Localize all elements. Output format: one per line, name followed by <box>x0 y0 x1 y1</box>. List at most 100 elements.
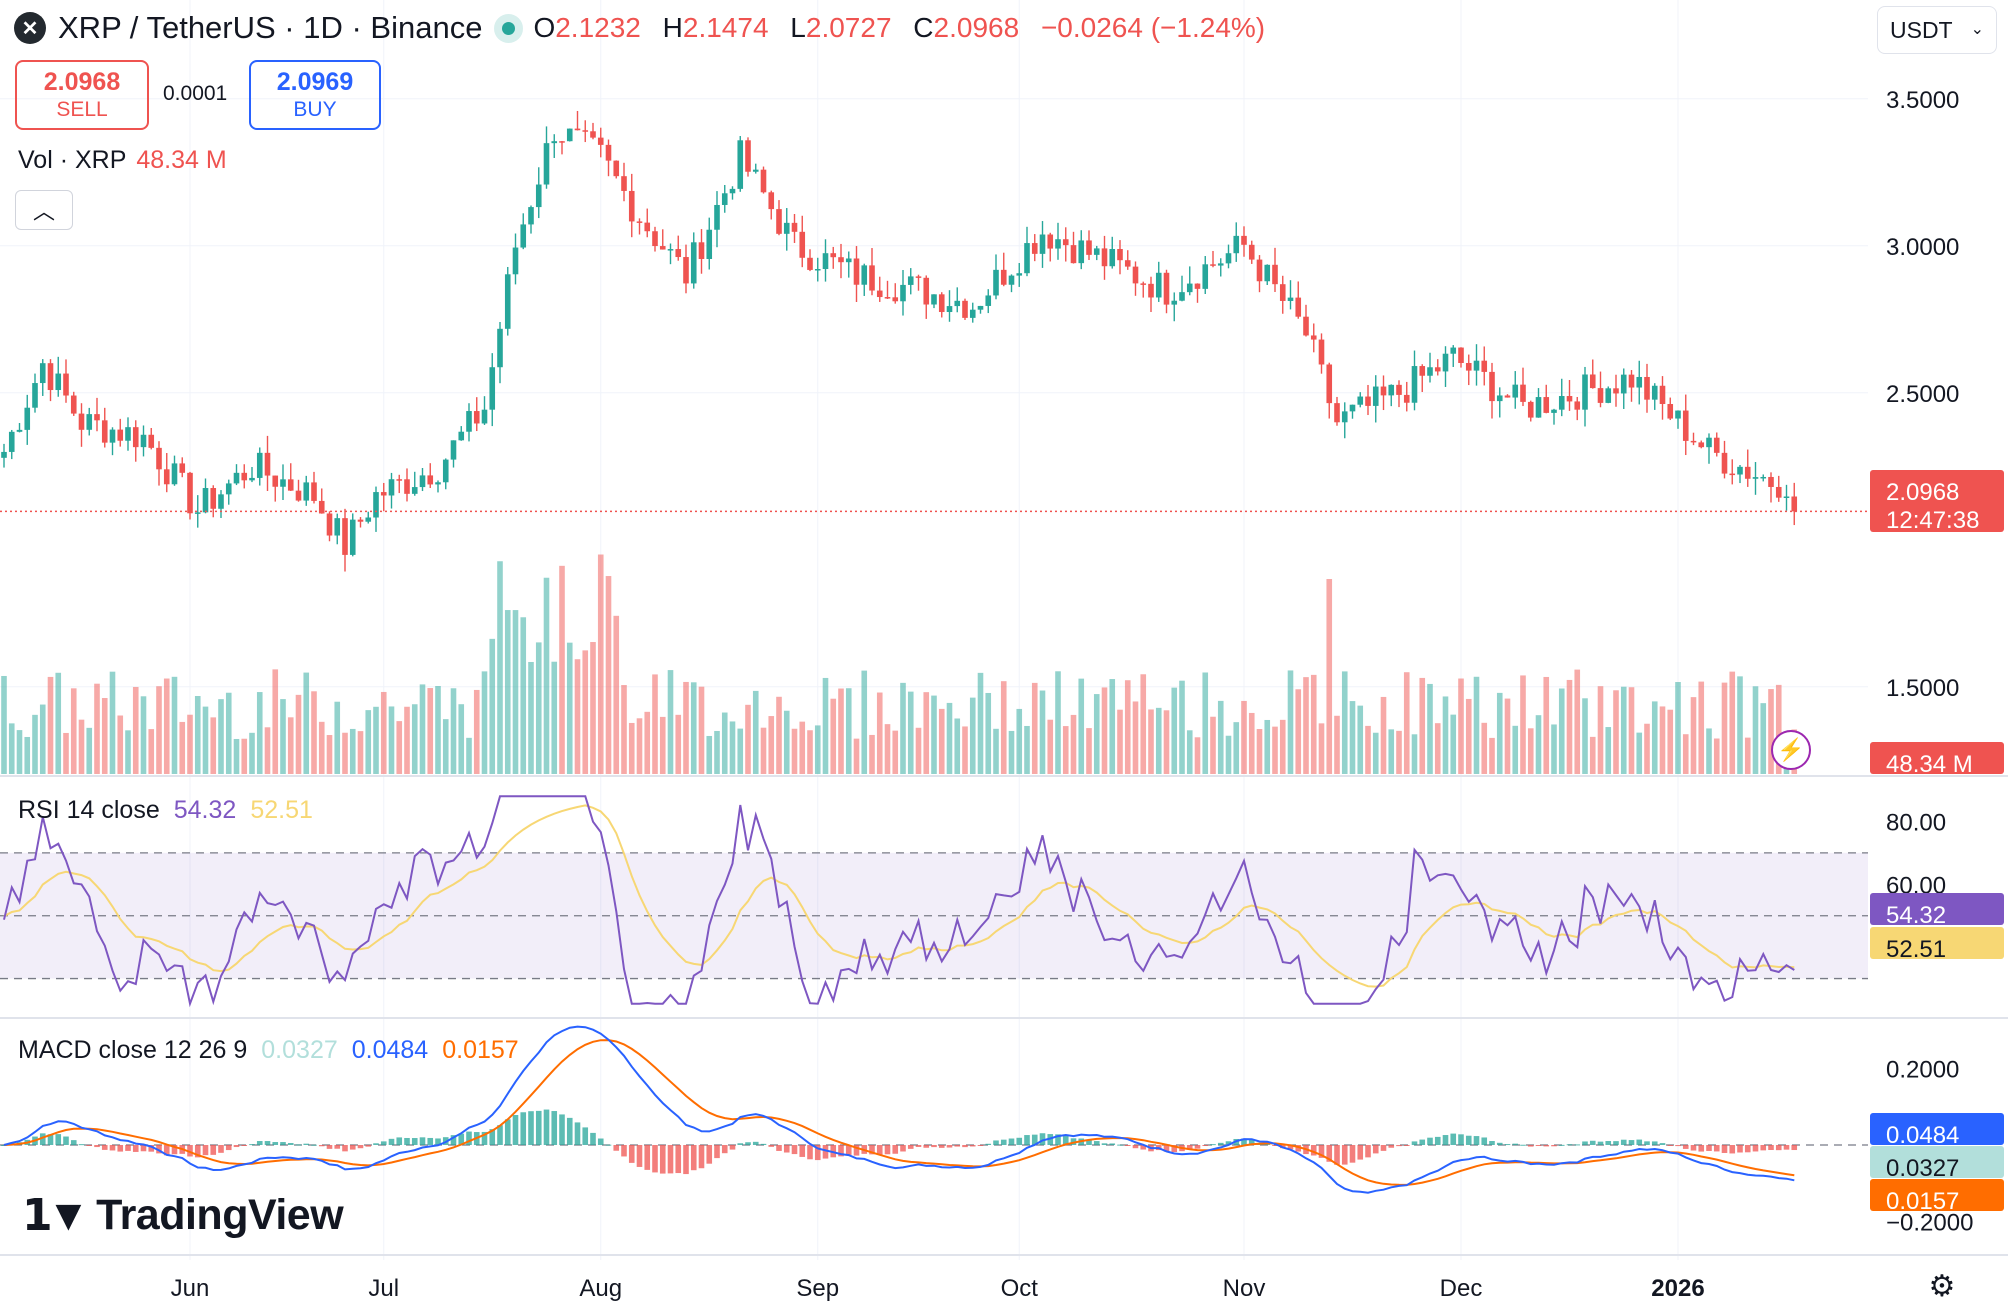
spread-value: 0.0001 <box>163 82 228 105</box>
macd-histogram-bar <box>1543 1145 1550 1147</box>
macd-histogram-bar <box>1287 1145 1294 1150</box>
gear-icon[interactable]: ⚙ <box>1928 1269 1956 1303</box>
candle-body <box>1372 386 1379 406</box>
macd-histogram-bar <box>1210 1144 1216 1146</box>
macd-histogram-bar <box>1341 1145 1348 1165</box>
lightning-icon[interactable]: ⚡ <box>1771 730 1811 770</box>
volume-bar <box>357 731 364 774</box>
candle-body <box>1380 386 1387 396</box>
candle-body <box>559 141 565 143</box>
macd-histogram-bar <box>132 1145 139 1152</box>
volume-bar <box>1535 715 1542 774</box>
candle-body <box>24 407 31 430</box>
volume-bar <box>1651 701 1658 774</box>
rsi-pane <box>0 795 1868 1008</box>
macd-histogram-bar <box>1310 1145 1317 1156</box>
macd-histogram-bar <box>1589 1140 1596 1145</box>
macd-histogram-bar <box>458 1133 465 1145</box>
volume-bar <box>1551 724 1557 774</box>
macd-histogram-bar <box>218 1145 224 1153</box>
volume-bar <box>334 701 341 774</box>
candle-body <box>613 160 620 177</box>
volume-bar <box>365 710 372 774</box>
sell-label: SELL <box>56 98 108 121</box>
macd-legend[interactable]: MACD close 12 26 9 0.0327 0.0484 0.0157 <box>18 1036 519 1065</box>
time-tick-label: Jun <box>171 1275 210 1302</box>
candle-body <box>1752 477 1759 479</box>
candle-body <box>326 513 333 536</box>
macd-histogram-bar <box>636 1145 643 1167</box>
macd-histogram-bar <box>210 1145 217 1155</box>
macd-histogram-bar <box>954 1145 961 1147</box>
macd-histogram-bar <box>1613 1141 1619 1145</box>
candle-body <box>1535 397 1542 418</box>
volume-bar <box>342 732 348 774</box>
candle-body <box>931 294 937 305</box>
candle-body <box>861 265 868 285</box>
buy-button[interactable]: 2.0969 BUY <box>249 60 381 130</box>
macd-histogram-bar <box>1450 1133 1457 1145</box>
candle-body <box>55 373 62 391</box>
volume-bar <box>814 725 821 774</box>
macd-histogram-bar <box>326 1145 333 1149</box>
currency-select[interactable]: USDT ⌄ <box>1877 6 1997 54</box>
candle-body <box>1620 374 1627 394</box>
volume-bar <box>559 565 565 774</box>
candle-body <box>1303 316 1309 336</box>
time-tick-label: 2026 <box>1651 1275 1704 1302</box>
volume-bar <box>318 721 325 774</box>
volume-bar <box>574 659 581 774</box>
macd-tick-label: 0.2000 <box>1886 1056 1959 1083</box>
macd-histogram-bar <box>280 1142 286 1145</box>
candle-body <box>1566 396 1573 402</box>
candle-body <box>8 431 15 452</box>
volume-legend[interactable]: Vol · XRP 48.34 M <box>18 146 227 175</box>
macd-histogram-bar <box>156 1145 162 1154</box>
collapse-legend-button[interactable]: ︿ <box>15 190 73 230</box>
candle-body <box>1574 401 1581 410</box>
candle-body <box>1427 367 1433 376</box>
candle-body <box>1365 396 1371 406</box>
rsi-tick-label: 80.00 <box>1886 809 1946 836</box>
symbol-title[interactable]: XRP / TetherUS · 1D · Binance <box>58 10 483 45</box>
candle-body <box>272 475 279 487</box>
macd-histogram-bar <box>590 1132 596 1145</box>
volume-bar <box>1171 687 1178 774</box>
candle-body <box>667 249 674 251</box>
candle-body <box>117 429 124 441</box>
volume-bar <box>845 688 852 774</box>
rsi-legend[interactable]: RSI 14 close 54.32 52.51 <box>18 796 313 825</box>
macd-histogram-bar <box>690 1145 697 1171</box>
macd-histogram-bar <box>47 1134 54 1145</box>
volume-bar <box>737 728 744 774</box>
volume-bar <box>1055 671 1061 774</box>
volume-bar <box>1597 686 1604 774</box>
macd-histogram-bar <box>70 1140 77 1145</box>
rsi-badge-text: 54.32 <box>1886 902 1946 929</box>
time-scale[interactable]: Jun Jul Aug Sep Oct Nov Dec 2026 <box>171 1275 1705 1302</box>
candle-body <box>303 482 310 501</box>
volume-bar <box>1070 714 1077 774</box>
candle-body <box>845 258 852 263</box>
candle-body <box>830 253 837 258</box>
candle-body <box>1248 244 1255 260</box>
candle-body <box>993 269 999 296</box>
volume-bar <box>876 692 883 774</box>
macd-histogram-bar <box>675 1145 682 1174</box>
last-price-badge-text: 12:47:38 <box>1886 507 1979 534</box>
macd-histogram-bar <box>1093 1141 1100 1145</box>
volume-bar <box>1721 682 1728 774</box>
macd-histogram-bar <box>721 1145 728 1154</box>
macd-histogram-bar <box>760 1143 767 1145</box>
candle-body <box>1504 395 1511 398</box>
macd-histogram-bar <box>1295 1145 1302 1152</box>
macd-histogram-bar <box>559 1114 565 1145</box>
sell-button[interactable]: 2.0968 SELL <box>15 60 149 130</box>
macd-histogram-bar <box>450 1135 457 1145</box>
volume-bar <box>442 719 449 774</box>
candle-body <box>442 459 449 483</box>
macd-histogram-bar <box>1109 1143 1116 1145</box>
macd-histogram-bar <box>1357 1145 1364 1160</box>
